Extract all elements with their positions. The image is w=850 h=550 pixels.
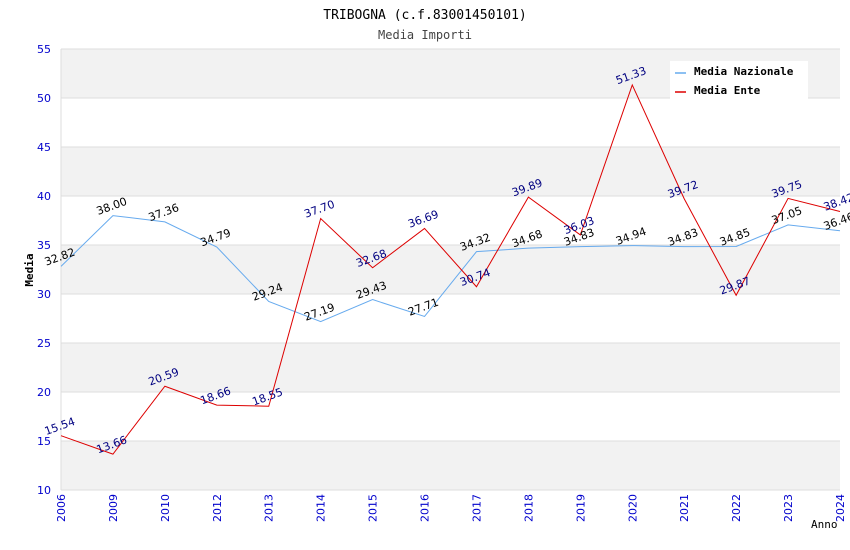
legend-label-media-nazionale: Media Nazionale xyxy=(694,65,794,78)
x-tick-label: 2009 xyxy=(107,494,120,522)
y-tick-label: 35 xyxy=(37,239,51,252)
chart-subtitle: Media Importi xyxy=(378,28,472,42)
y-tick-label: 30 xyxy=(37,288,51,301)
plot-band xyxy=(61,343,840,392)
data-label: 27.71 xyxy=(406,296,440,319)
x-tick-label: 2016 xyxy=(419,494,432,522)
data-label: 38.00 xyxy=(95,195,129,218)
legend-label-media-ente: Media Ente xyxy=(694,84,761,97)
x-tick-label: 2019 xyxy=(574,494,587,522)
gridlines xyxy=(60,48,840,491)
plot-bands xyxy=(61,49,840,490)
plot-band xyxy=(61,147,840,196)
x-tick-label: 2024 xyxy=(834,494,847,522)
x-tick-label: 2023 xyxy=(782,494,795,522)
plot-band xyxy=(61,245,840,294)
data-label: 37.36 xyxy=(147,201,181,224)
x-tick-label: 2017 xyxy=(470,494,483,522)
data-label: 34.94 xyxy=(614,225,648,248)
x-tick-label: 2022 xyxy=(730,494,743,522)
x-tick-label: 2021 xyxy=(678,494,691,522)
y-tick-label: 40 xyxy=(37,190,51,203)
x-tick-label: 2018 xyxy=(522,494,535,522)
x-tick-label: 2015 xyxy=(367,494,380,522)
y-tick-label: 25 xyxy=(37,337,51,350)
x-tick-label: 2013 xyxy=(263,494,276,522)
y-tick-label: 10 xyxy=(37,484,51,497)
x-tick-label: 2020 xyxy=(626,494,639,522)
series-line-media-ente xyxy=(60,83,841,455)
x-tick-label: 2010 xyxy=(159,494,172,522)
y-tick-label: 20 xyxy=(37,386,51,399)
y-tick-label: 45 xyxy=(37,141,51,154)
x-tick-label: 2014 xyxy=(315,494,328,522)
data-label: 37.05 xyxy=(770,204,804,227)
legend-box xyxy=(670,61,808,101)
x-tick-label: 2006 xyxy=(55,494,68,522)
data-label: 36.69 xyxy=(406,208,440,231)
y-tick-label: 55 xyxy=(37,43,51,56)
x-axis-label: Anno xyxy=(811,518,838,531)
y-tick-label: 15 xyxy=(37,435,51,448)
x-axis-ticks: 2006 2009 2010 2012 2013 2014 2015 2016 2017 2018… xyxy=(55,494,847,522)
y-tick-label: 50 xyxy=(37,92,51,105)
data-label: 27.19 xyxy=(302,301,336,324)
data-label: 37.70 xyxy=(302,198,336,221)
chart-title: TRIBOGNA (c.f.83001450101) xyxy=(323,8,527,23)
data-label: 15.54 xyxy=(43,415,77,438)
y-axis-ticks: 10 15 20 25 30 35 40 45 50 55 xyxy=(37,43,51,497)
series-lines xyxy=(60,83,841,455)
legend: Media Nazionale Media Ente xyxy=(670,61,808,101)
y-axis-label: Media xyxy=(23,253,36,286)
plot-band xyxy=(61,441,840,490)
x-tick-label: 2012 xyxy=(211,494,224,522)
